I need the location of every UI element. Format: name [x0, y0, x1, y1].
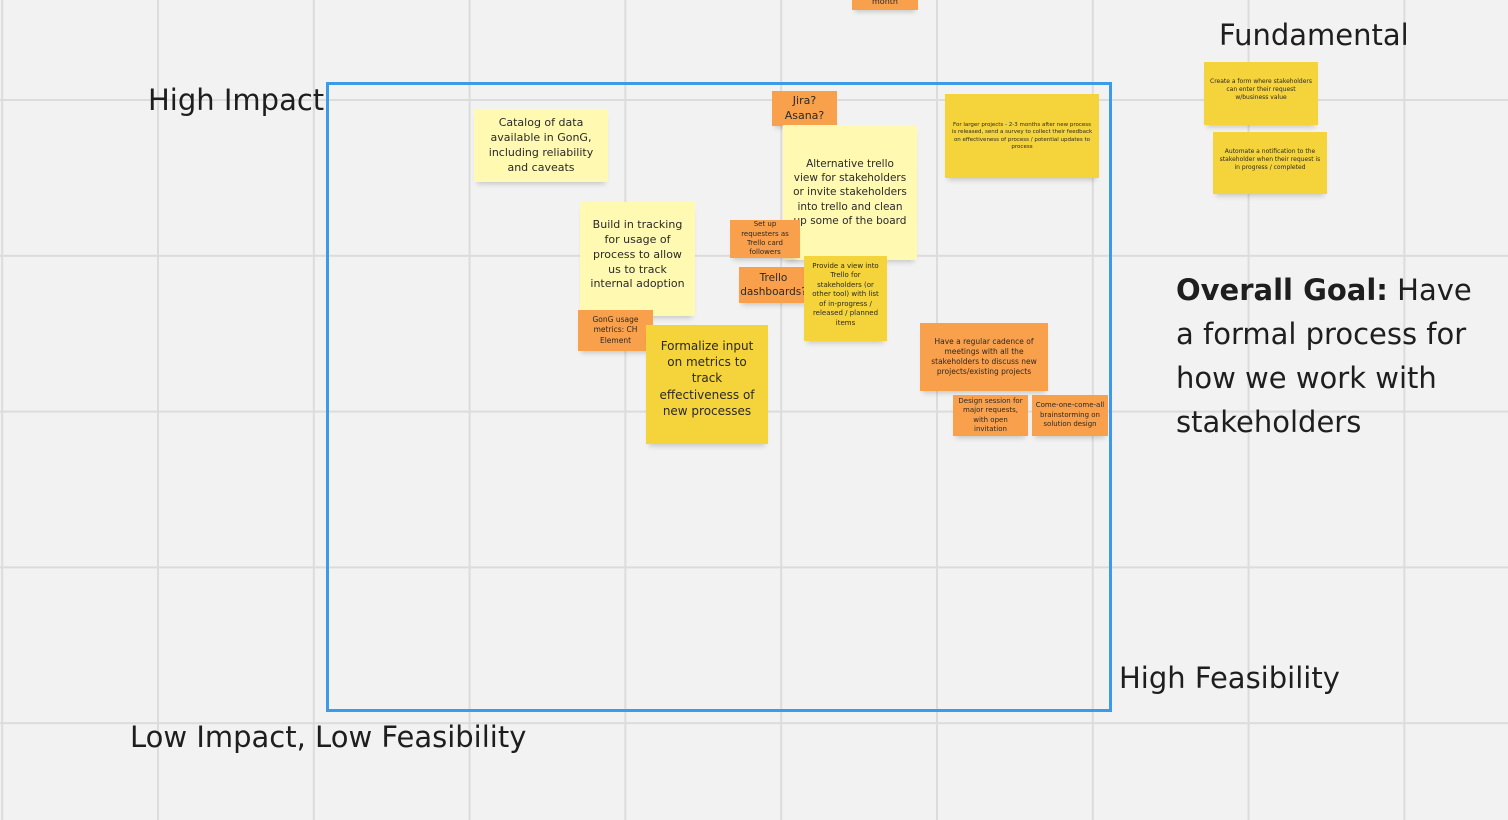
high-feasibility-label: High Feasibility [1119, 661, 1340, 695]
overall-goal-text: Have a formal process for how we work wi… [1176, 273, 1472, 439]
sticky-note-alternative-trello-view[interactable]: Alternative trello view for stakeholders… [783, 125, 917, 260]
sticky-note-formalize-input[interactable]: Formalize input on metrics to track effe… [646, 325, 768, 444]
overall-goal-label: Overall Goal: [1176, 273, 1388, 307]
matrix-frame[interactable] [326, 82, 1112, 712]
sticky-note-trello-dashboards[interactable]: Trello dashboards? [739, 267, 808, 303]
sticky-note-create-form[interactable]: Create a form where stakeholders can ent… [1204, 62, 1318, 125]
sticky-note-catalog-of-data[interactable]: Catalog of data available in GonG, inclu… [474, 110, 608, 182]
sticky-note-come-one-come-all[interactable]: Come-one-come-all brainstorming on solut… [1032, 395, 1108, 436]
sticky-note-jira-asana[interactable]: Jira? Asana? [772, 91, 837, 126]
sticky-note-regular-cadence[interactable]: Have a regular cadence of meetings with … [920, 323, 1048, 391]
sticky-note-automate-notification[interactable]: Automate a notification to the stakehold… [1213, 132, 1327, 194]
sticky-note-build-in-tracking[interactable]: Build in tracking for usage of process t… [580, 202, 695, 316]
high-impact-label: High Impact [148, 83, 325, 117]
overall-goal: Overall Goal: Have a formal process for … [1176, 268, 1496, 444]
sticky-note-design-session[interactable]: Design session for major requests, with … [953, 395, 1028, 436]
sticky-note-gong-usage-metrics[interactable]: GonG usage metrics: CH Element [578, 310, 653, 351]
sticky-note-from-past-month[interactable]: from past month [852, 0, 918, 10]
sticky-note-larger-projects-survey[interactable]: For larger projects - 2-3 months after n… [945, 94, 1099, 178]
low-impact-low-feasibility-label: Low Impact, Low Feasibility [130, 720, 527, 754]
sticky-note-set-up-requesters[interactable]: Set up requesters as Trello card followe… [730, 220, 800, 258]
fundamental-label: Fundamental [1219, 18, 1409, 52]
sticky-note-provide-view-trello[interactable]: Provide a view into Trello for stakehold… [804, 256, 887, 341]
